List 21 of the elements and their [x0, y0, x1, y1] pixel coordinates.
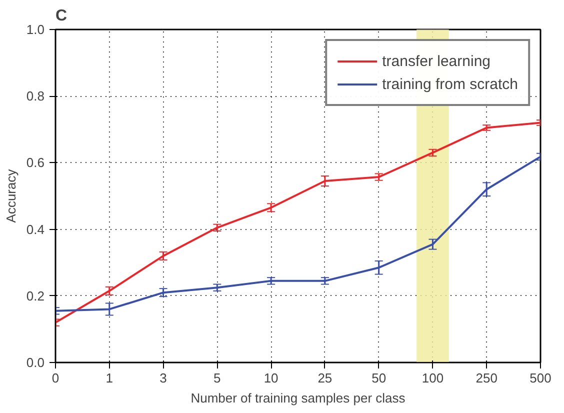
y-tick-label: 0.8: [26, 88, 45, 104]
y-tick-label: 0.6: [26, 155, 45, 170]
x-tick-label: 5: [214, 370, 221, 386]
x-tick-label: 0: [52, 370, 60, 386]
y-axis-title: Accuracy: [3, 168, 18, 223]
x-tick-label: 100: [422, 370, 444, 386]
y-tick-label: 0.4: [26, 222, 45, 237]
y-tick-label: 0.0: [26, 355, 45, 370]
legend-label: training from scratch: [382, 76, 518, 92]
chart-title: C: [56, 8, 68, 24]
x-axis-title: Number of training samples per class: [190, 390, 406, 406]
x-tick-label: 3: [160, 370, 167, 386]
x-tick-label: 10: [264, 370, 278, 386]
y-tick-label: 1.0: [26, 22, 45, 37]
x-tick-label: 500: [530, 370, 552, 386]
legend-label: transfer learning: [382, 52, 491, 70]
x-tick-label: 50: [372, 370, 386, 386]
x-tick-label: 250: [476, 370, 498, 386]
x-tick-label: 25: [318, 370, 332, 386]
y-tick-label: 0.2: [26, 288, 45, 304]
x-tick-label: 1: [106, 370, 114, 386]
